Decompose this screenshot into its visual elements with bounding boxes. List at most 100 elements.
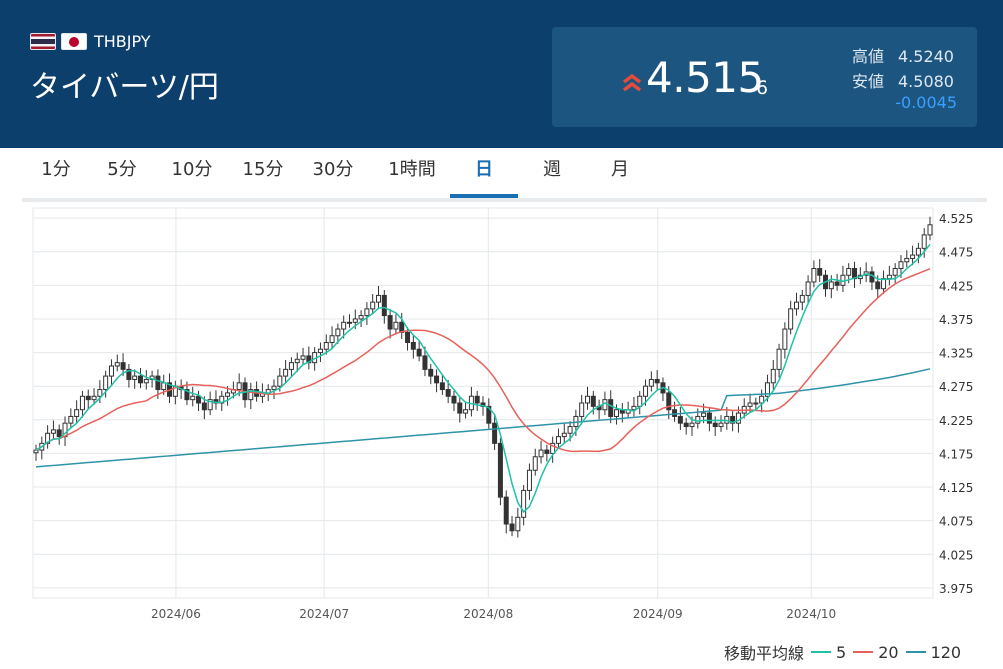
candle-body xyxy=(387,315,393,330)
candle-body xyxy=(161,382,167,391)
low-value: 4.5080 xyxy=(898,72,954,91)
x-tick-label: 2024/07 xyxy=(299,607,349,621)
candle-body xyxy=(236,382,242,391)
candle-body xyxy=(515,516,521,532)
candle-body xyxy=(834,281,840,286)
plot-frame xyxy=(32,207,934,599)
tab-15min[interactable]: 15分 xyxy=(242,159,284,180)
candle-body xyxy=(567,426,573,434)
legend-label-ma120: 120 xyxy=(930,642,962,662)
candle-body xyxy=(381,294,387,317)
candle-body xyxy=(677,415,683,424)
candle-body xyxy=(201,402,207,411)
candle-body xyxy=(904,257,910,263)
candle-body xyxy=(277,375,283,387)
candle-body xyxy=(666,392,672,411)
candle-body xyxy=(706,412,712,424)
y-tick-label: 4.125 xyxy=(939,481,973,495)
candle-body xyxy=(393,321,399,330)
candle-body xyxy=(492,422,498,444)
y-tick-label: 4.175 xyxy=(939,447,973,461)
tab-daily[interactable]: 日 xyxy=(475,159,493,180)
candle-body xyxy=(184,389,190,401)
candle-body xyxy=(410,341,416,350)
timeframe-tabs: 1分 5分 10分 15分 30分 1時間 日 週 月 xyxy=(22,152,987,202)
pair-name: タイバーツ/円 xyxy=(30,70,219,105)
candle-body xyxy=(486,405,492,424)
y-tick-label: 3.975 xyxy=(939,582,973,596)
candle-body xyxy=(590,395,596,407)
candle-body xyxy=(799,294,805,303)
double-chevron-up-icon xyxy=(622,73,642,97)
legend-title: 移動平均線 xyxy=(724,644,805,663)
candle-body xyxy=(735,412,741,424)
ma5-line xyxy=(35,243,931,514)
candle-body xyxy=(294,358,300,364)
candle-body xyxy=(341,321,347,330)
candle-body xyxy=(248,389,254,401)
candle-body xyxy=(370,301,376,310)
candle-body xyxy=(561,432,567,438)
candle-body xyxy=(614,409,620,417)
candle-body xyxy=(143,378,149,384)
legend: 移動平均線 5 20 120 xyxy=(724,640,961,664)
candle-body xyxy=(120,362,126,370)
price-panel: 4.515 6 高値 4.5240 安値 4.5080 -0.0045 xyxy=(552,27,977,127)
candle-body xyxy=(474,395,480,404)
candle-body xyxy=(68,415,74,424)
candle-body xyxy=(648,378,654,387)
candle-body xyxy=(654,378,660,384)
thailand-flag-icon xyxy=(30,33,56,50)
y-tick-label: 4.525 xyxy=(939,212,973,226)
tab-1hour[interactable]: 1時間 xyxy=(388,159,436,180)
x-tick-label: 2024/09 xyxy=(633,607,683,621)
candle-body xyxy=(788,308,794,330)
tab-30min[interactable]: 30分 xyxy=(312,159,354,180)
y-tick-label: 4.225 xyxy=(939,414,973,428)
legend-swatch-ma5 xyxy=(811,651,832,653)
x-tick-label: 2024/06 xyxy=(151,607,201,621)
candle-body xyxy=(643,385,649,397)
high-row: 高値 4.5240 xyxy=(852,43,954,67)
y-tick-label: 4.475 xyxy=(939,246,973,260)
candle-body xyxy=(463,409,469,414)
candle-body xyxy=(637,395,643,407)
candle-body xyxy=(846,268,852,276)
current-price: 4.515 xyxy=(646,53,764,102)
candle-body xyxy=(358,315,364,320)
candle-body xyxy=(190,395,196,401)
currency-pair: THBJPY xyxy=(30,32,151,51)
candle-body xyxy=(405,331,411,343)
tab-10min[interactable]: 10分 xyxy=(171,159,213,180)
low-row: 安値 4.5080 xyxy=(852,68,954,92)
candle-body xyxy=(445,389,451,397)
legend-swatch-ma120 xyxy=(905,651,926,653)
candle-body xyxy=(132,375,138,380)
candle-body xyxy=(538,449,544,458)
legend-label-ma5: 5 xyxy=(836,642,847,662)
candle-body xyxy=(579,402,585,417)
candle-body xyxy=(672,409,678,417)
candle-body xyxy=(701,412,707,417)
candle-body xyxy=(56,429,62,438)
candle-body xyxy=(335,328,341,337)
tab-5min[interactable]: 5分 xyxy=(107,159,137,180)
candle-body xyxy=(376,294,382,303)
candle-body xyxy=(886,274,892,280)
candle-body xyxy=(776,348,782,370)
candle-body xyxy=(608,399,614,417)
candle-body xyxy=(434,375,440,384)
tab-weekly[interactable]: 週 xyxy=(543,159,561,180)
candle-body xyxy=(817,268,823,276)
candle-body xyxy=(584,395,590,404)
candle-body xyxy=(764,382,770,397)
tab-1min[interactable]: 1分 xyxy=(41,159,71,180)
current-price-pip: 6 xyxy=(756,77,769,99)
tab-monthly[interactable]: 月 xyxy=(611,159,629,180)
x-tick-label: 2024/10 xyxy=(786,607,836,621)
candle-body xyxy=(74,409,80,417)
candle-body xyxy=(555,436,561,444)
candle-body xyxy=(422,355,428,370)
y-tick-label: 4.375 xyxy=(939,313,973,327)
